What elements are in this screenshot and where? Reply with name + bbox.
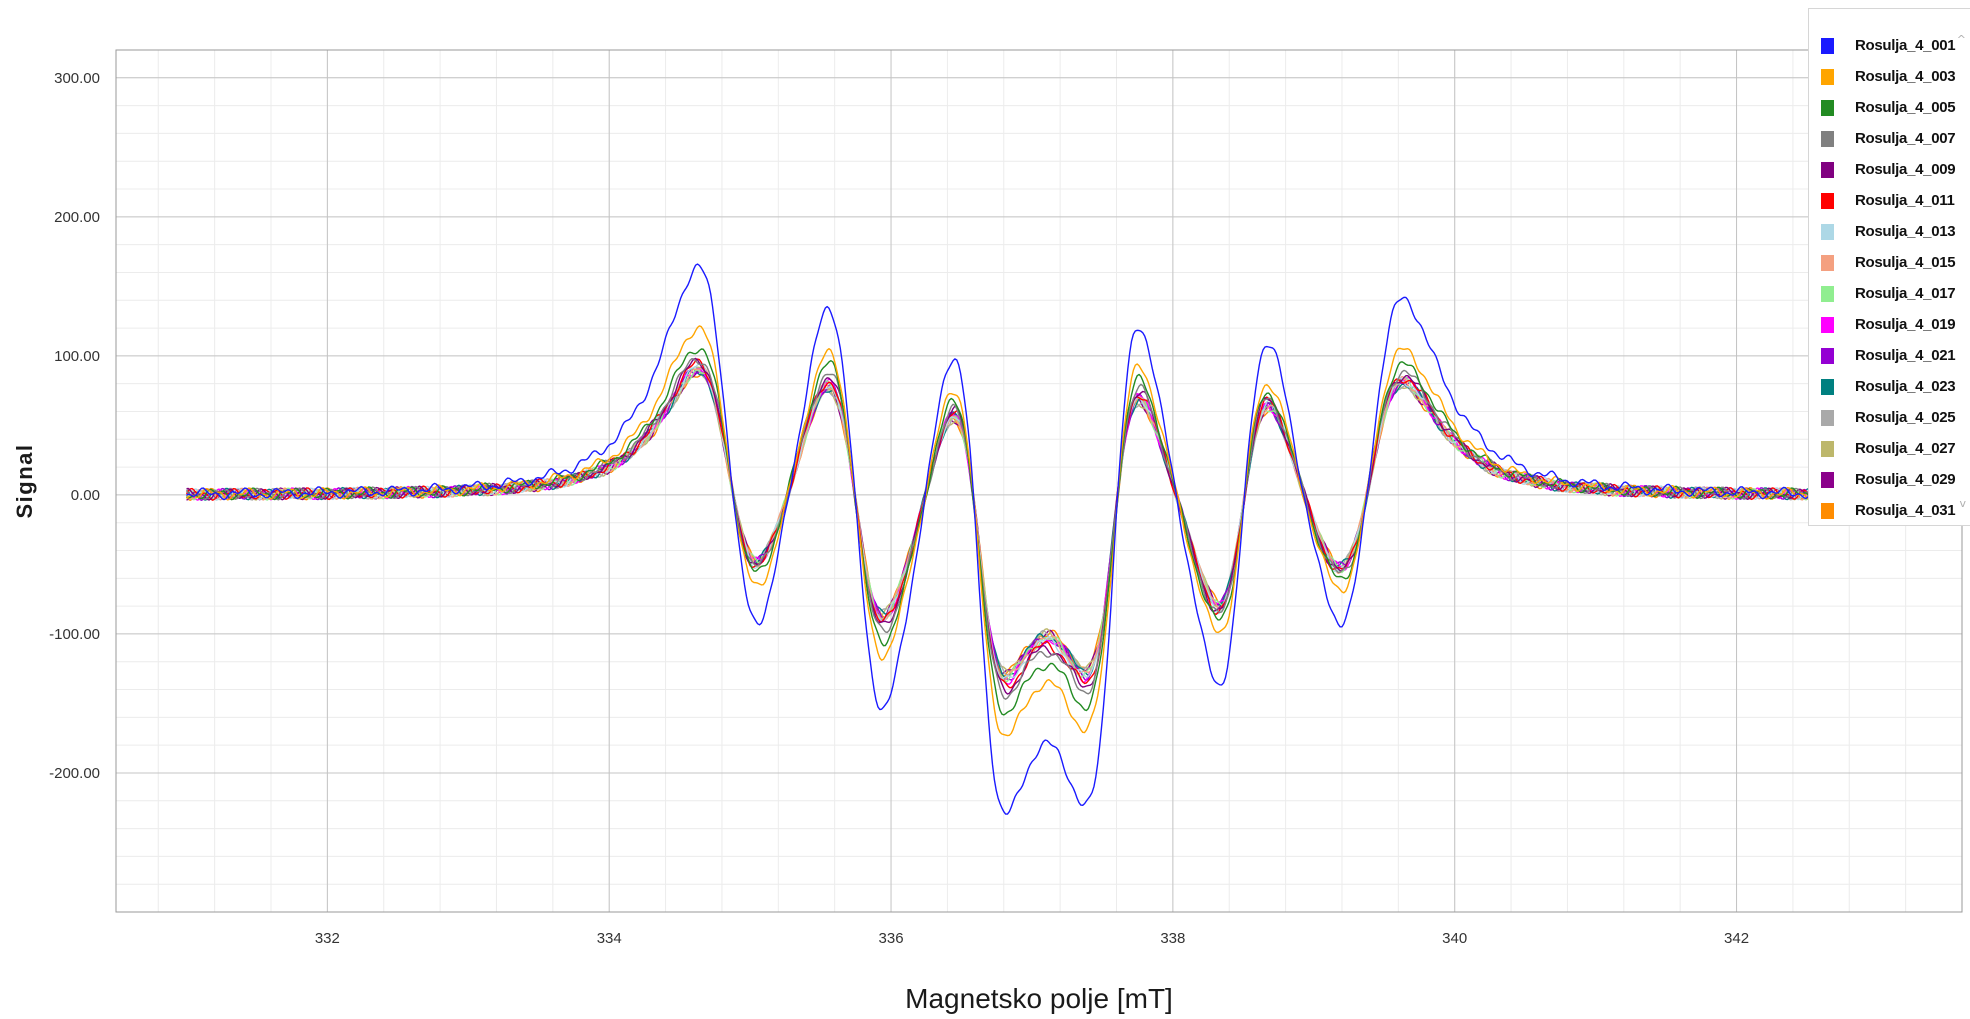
legend-swatch	[1821, 68, 1834, 85]
legend-swatch	[1821, 192, 1834, 209]
legend-swatch	[1821, 223, 1834, 240]
legend-item[interactable]: Rosulja_4_003	[1821, 61, 1970, 92]
legend-item[interactable]: Rosulja_4_009	[1821, 154, 1970, 185]
legend-scroll-up-icon[interactable]: ^	[1956, 33, 1966, 46]
legend-label: Rosulja_4_007	[1855, 130, 1956, 147]
legend-swatch	[1821, 347, 1834, 364]
x-tick-label: 334	[597, 930, 622, 947]
legend-label: Rosulja_4_019	[1855, 316, 1956, 333]
legend-swatch	[1821, 409, 1834, 426]
series-layer	[185, 263, 1879, 815]
legend-swatch	[1821, 161, 1834, 178]
x-tick-label: 336	[879, 930, 904, 947]
legend-item[interactable]: Rosulja_4_027	[1821, 433, 1970, 464]
legend-swatch	[1821, 471, 1834, 488]
legend-label: Rosulja_4_027	[1855, 440, 1956, 457]
legend-label: Rosulja_4_029	[1855, 471, 1956, 488]
series-line	[186, 263, 1879, 815]
legend-item[interactable]: Rosulja_4_017	[1821, 278, 1970, 309]
legend-label: Rosulja_4_031	[1855, 502, 1956, 519]
x-tick-label: 332	[315, 930, 340, 947]
legend-item[interactable]: Rosulja_4_013	[1821, 216, 1970, 247]
legend-label: Rosulja_4_025	[1855, 409, 1956, 426]
legend-swatch	[1821, 254, 1834, 271]
legend-item[interactable]: Rosulja_4_019	[1821, 309, 1970, 340]
legend-item[interactable]: Rosulja_4_031	[1821, 495, 1970, 526]
y-tick-label: -100.00	[49, 626, 100, 643]
legend-swatch	[1821, 285, 1834, 302]
legend-label: Rosulja_4_009	[1855, 161, 1956, 178]
y-axis-title: Signal	[12, 443, 37, 518]
legend-label: Rosulja_4_001	[1855, 37, 1956, 54]
legend-swatch	[1821, 378, 1834, 395]
legend-label: Rosulja_4_013	[1855, 223, 1956, 240]
tick-layer: 332 334 336 338 340 342 300.00 200.00 100.00 0.00…	[49, 70, 1749, 947]
legend-label: Rosulja_4_017	[1855, 285, 1956, 302]
legend-item[interactable]: Rosulja_4_021	[1821, 340, 1970, 371]
series-line	[186, 325, 1879, 737]
legend-label: Rosulja_4_023	[1855, 378, 1956, 395]
legend-swatch	[1821, 440, 1834, 457]
series-line	[185, 358, 1878, 700]
series-line	[186, 348, 1878, 716]
legend-swatch	[1821, 130, 1834, 147]
legend-item[interactable]: Rosulja_4_007	[1821, 123, 1970, 154]
legend-label: Rosulja_4_005	[1855, 99, 1956, 116]
y-tick-label: 100.00	[54, 348, 100, 365]
legend-swatch	[1821, 502, 1834, 519]
legend-item[interactable]: Rosulja_4_001	[1821, 30, 1970, 61]
legend-swatch	[1821, 99, 1834, 116]
legend-label: Rosulja_4_003	[1855, 68, 1956, 85]
legend-item[interactable]: Rosulja_4_015	[1821, 247, 1970, 278]
legend-label: Rosulja_4_011	[1855, 192, 1955, 209]
grid-layer	[116, 49, 1963, 913]
legend-label: Rosulja_4_015	[1855, 254, 1956, 271]
legend-item[interactable]: Rosulja_4_025	[1821, 402, 1970, 433]
x-axis-title: Magnetsko polje [mT]	[905, 983, 1173, 1014]
legend-swatch	[1821, 37, 1834, 54]
legend-item[interactable]: Rosulja_4_011	[1821, 185, 1970, 216]
plot-frame	[115, 49, 1963, 913]
legend-label: Rosulja_4_021	[1855, 347, 1956, 364]
legend-item[interactable]: Rosulja_4_023	[1821, 371, 1970, 402]
y-tick-label: -200.00	[49, 765, 100, 782]
x-tick-label: 342	[1724, 930, 1749, 947]
x-tick-label: 338	[1160, 930, 1185, 947]
legend-item[interactable]: Rosulja_4_029	[1821, 464, 1970, 495]
y-tick-label: 0.00	[71, 487, 100, 504]
x-tick-label: 340	[1442, 930, 1467, 947]
legend[interactable]: Rosulja_4_001 Rosulja_4_003 Rosulja_4_005 R…	[1808, 8, 1970, 526]
legend-item[interactable]: Rosulja_4_005	[1821, 92, 1970, 123]
legend-swatch	[1821, 316, 1834, 333]
y-tick-label: 200.00	[54, 209, 100, 226]
legend-scroll-down-icon[interactable]: v	[1959, 497, 1966, 510]
y-tick-label: 300.00	[54, 70, 100, 87]
